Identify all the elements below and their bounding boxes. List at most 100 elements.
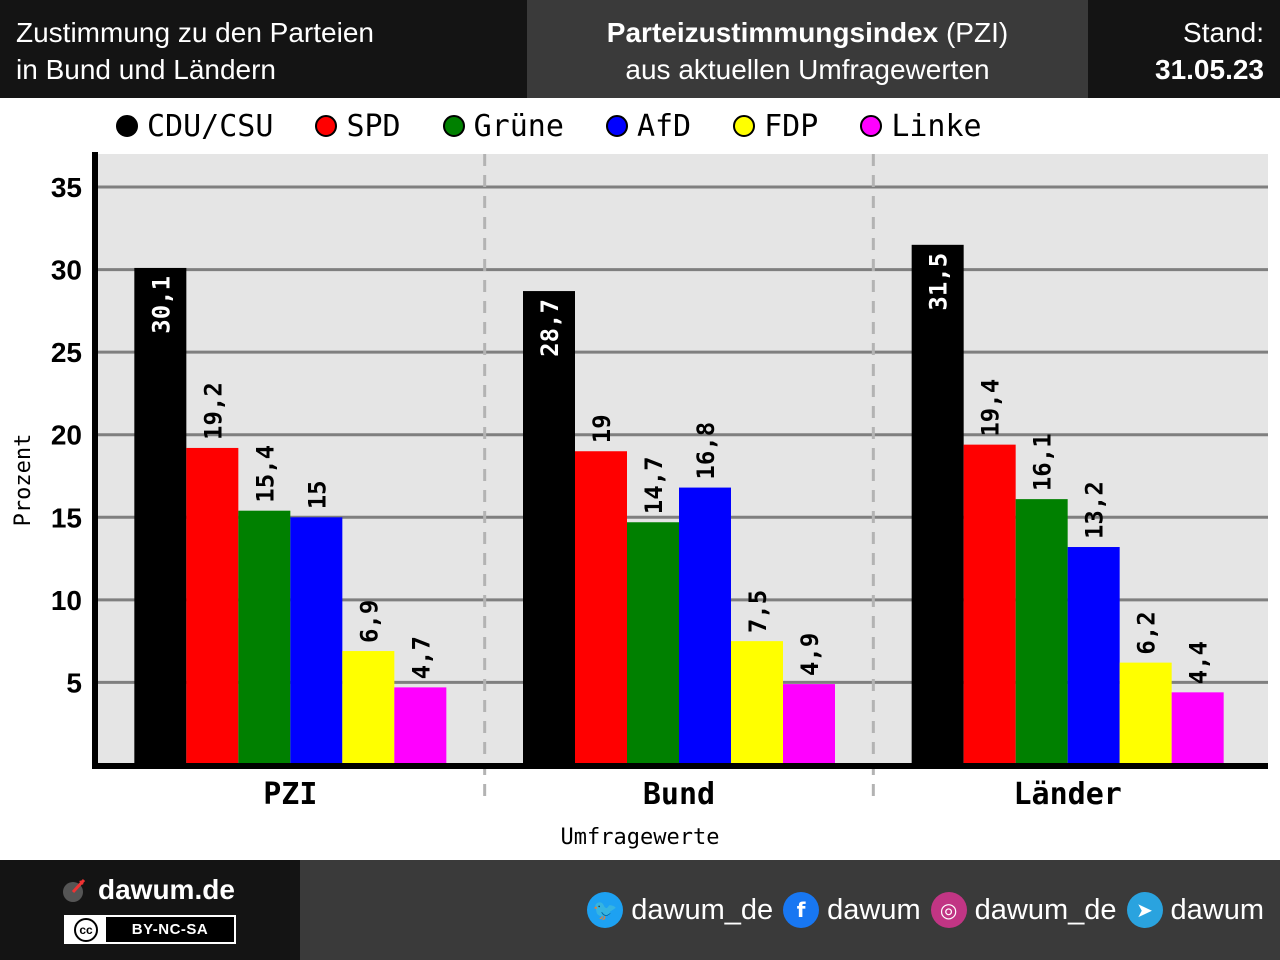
bar-value-label: 19: [588, 414, 616, 443]
x-category-label: PZI: [263, 777, 317, 812]
bar: [238, 510, 291, 765]
bar: [1015, 499, 1068, 765]
header-description-line1: Zustimmung zu den Parteien: [16, 17, 374, 48]
footer: dawum.de cc BY-NC-SA 🐦 dawum_de f dawum ◎ daw…: [0, 860, 1280, 960]
legend-swatch: [442, 115, 465, 137]
legend-item-2: Grüne: [442, 109, 564, 144]
social-link-3[interactable]: ➤ dawum: [1126, 892, 1265, 928]
x-axis-label: Umfragewerte: [561, 825, 720, 850]
y-tick-label: 5: [66, 667, 82, 698]
chart-subtitle: aus aktuellen Umfragewerten: [625, 54, 990, 85]
y-tick-label: 35: [51, 172, 82, 203]
bar-value-label: 28,7: [536, 299, 564, 357]
facebook-icon: f: [783, 892, 820, 928]
bar-value-label: 4,9: [796, 633, 824, 676]
bar-value-label: 13,2: [1081, 481, 1109, 539]
bar: [731, 641, 783, 765]
bar: [186, 447, 239, 765]
chart-title-rest: (PZI): [938, 17, 1009, 48]
social-link-2[interactable]: ◎ dawum_de: [930, 892, 1117, 928]
legend-swatch: [315, 115, 338, 137]
legend-label: SPD: [346, 108, 401, 144]
bar-value-label: 31,5: [925, 253, 953, 311]
bar: [783, 684, 835, 765]
bar: [1119, 662, 1172, 765]
stand-date: 31.05.23: [1155, 54, 1264, 85]
license-label: BY-NC-SA: [106, 917, 234, 942]
stand-label: Stand:: [1183, 17, 1264, 48]
x-category-label: Länder: [1013, 777, 1121, 812]
bar-value-label: 16,1: [1029, 433, 1057, 491]
legend-label: Linke: [891, 108, 982, 144]
bar-value-label: 19,2: [199, 382, 227, 440]
twitter-icon: 🐦: [587, 892, 624, 928]
bar-value-label: 19,4: [977, 379, 1005, 437]
footer-socials: 🐦 dawum_de f dawum ◎ dawum_de ➤ dawum: [300, 860, 1280, 960]
bar-value-label: 14,7: [640, 456, 668, 514]
telegram-icon: ➤: [1126, 892, 1163, 928]
bar: [523, 291, 575, 765]
y-tick-label: 15: [51, 502, 82, 533]
social-label: dawum: [827, 893, 921, 926]
bar: [911, 244, 964, 765]
bar: [394, 687, 447, 765]
chart-legend: CDU/CSU SPD Grüne AfD FDP Linke: [116, 106, 1024, 146]
brand-label: dawum.de: [98, 874, 235, 905]
bar-value-label: 30,1: [147, 276, 175, 334]
social-label: dawum_de: [974, 893, 1117, 926]
bar-value-label: 15: [303, 480, 331, 509]
bar-value-label: 7,5: [744, 590, 772, 633]
header-title-block: Parteizustimmungsindex (PZI) aus aktuell…: [527, 0, 1088, 98]
bar: [575, 451, 627, 765]
bar: [963, 444, 1016, 765]
legend-label: CDU/CSU: [147, 108, 274, 144]
legend-label: FDP: [764, 108, 819, 144]
bar-value-label: 4,4: [1185, 641, 1213, 684]
social-link-1[interactable]: f dawum: [783, 892, 921, 928]
y-tick-label: 10: [51, 585, 82, 616]
bar: [1171, 692, 1224, 765]
y-axis-label: Prozent: [11, 434, 36, 527]
legend-swatch: [116, 115, 138, 137]
header: Zustimmung zu den Parteien in Bund und L…: [0, 0, 1280, 98]
chart-title-bold: Parteizustimmungsindex: [606, 17, 939, 48]
header-description-line2: in Bund und Ländern: [16, 54, 276, 85]
legend-item-1: SPD: [315, 108, 401, 144]
legend-item-4: FDP: [733, 109, 818, 144]
instagram-icon: ◎: [930, 892, 967, 928]
chart-title: Parteizustimmungsindex (PZI): [527, 14, 1088, 51]
legend-label: AfD: [636, 108, 692, 144]
y-tick-label: 25: [51, 337, 82, 368]
brand[interactable]: dawum.de: [62, 874, 235, 906]
bar: [342, 651, 395, 765]
y-tick-label: 30: [51, 255, 82, 286]
bar: [627, 522, 679, 765]
header-date-block: Stand: 31.05.23: [1088, 0, 1280, 98]
legend-item-0: CDU/CSU: [116, 109, 273, 144]
cc-icon: cc: [66, 917, 106, 942]
bar: [1067, 547, 1120, 765]
bar-value-label: 15,4: [251, 445, 279, 503]
license-badge[interactable]: cc BY-NC-SA: [64, 915, 236, 944]
bar: [679, 487, 731, 765]
legend-item-5: Linke: [860, 108, 982, 144]
footer-brand-block: dawum.de cc BY-NC-SA: [0, 860, 300, 960]
legend-swatch: [605, 115, 628, 137]
bar-chart: 5 10 15 20 25 30 35 30,1 19,2 15,4 15 6,9 4,7 PZI 28,7…: [11, 152, 1268, 850]
bar: [134, 267, 187, 765]
social-link-0[interactable]: 🐦 dawum_de: [587, 892, 773, 928]
bar-value-label: 6,9: [355, 600, 383, 643]
y-tick-label: 20: [51, 420, 82, 451]
social-label: dawum_de: [631, 893, 774, 926]
bar-value-label: 4,7: [407, 636, 435, 679]
legend-swatch: [733, 115, 756, 137]
bar: [290, 517, 343, 765]
x-category-label: Bund: [643, 777, 715, 812]
header-left: Zustimmung zu den Parteien in Bund und L…: [0, 0, 527, 98]
dawum-logo-icon: [62, 877, 88, 903]
social-label: dawum: [1170, 893, 1265, 926]
bar-value-label: 16,8: [692, 422, 720, 480]
legend-item-3: AfD: [605, 108, 692, 144]
legend-swatch: [860, 115, 883, 137]
bar-value-label: 6,2: [1133, 611, 1161, 654]
